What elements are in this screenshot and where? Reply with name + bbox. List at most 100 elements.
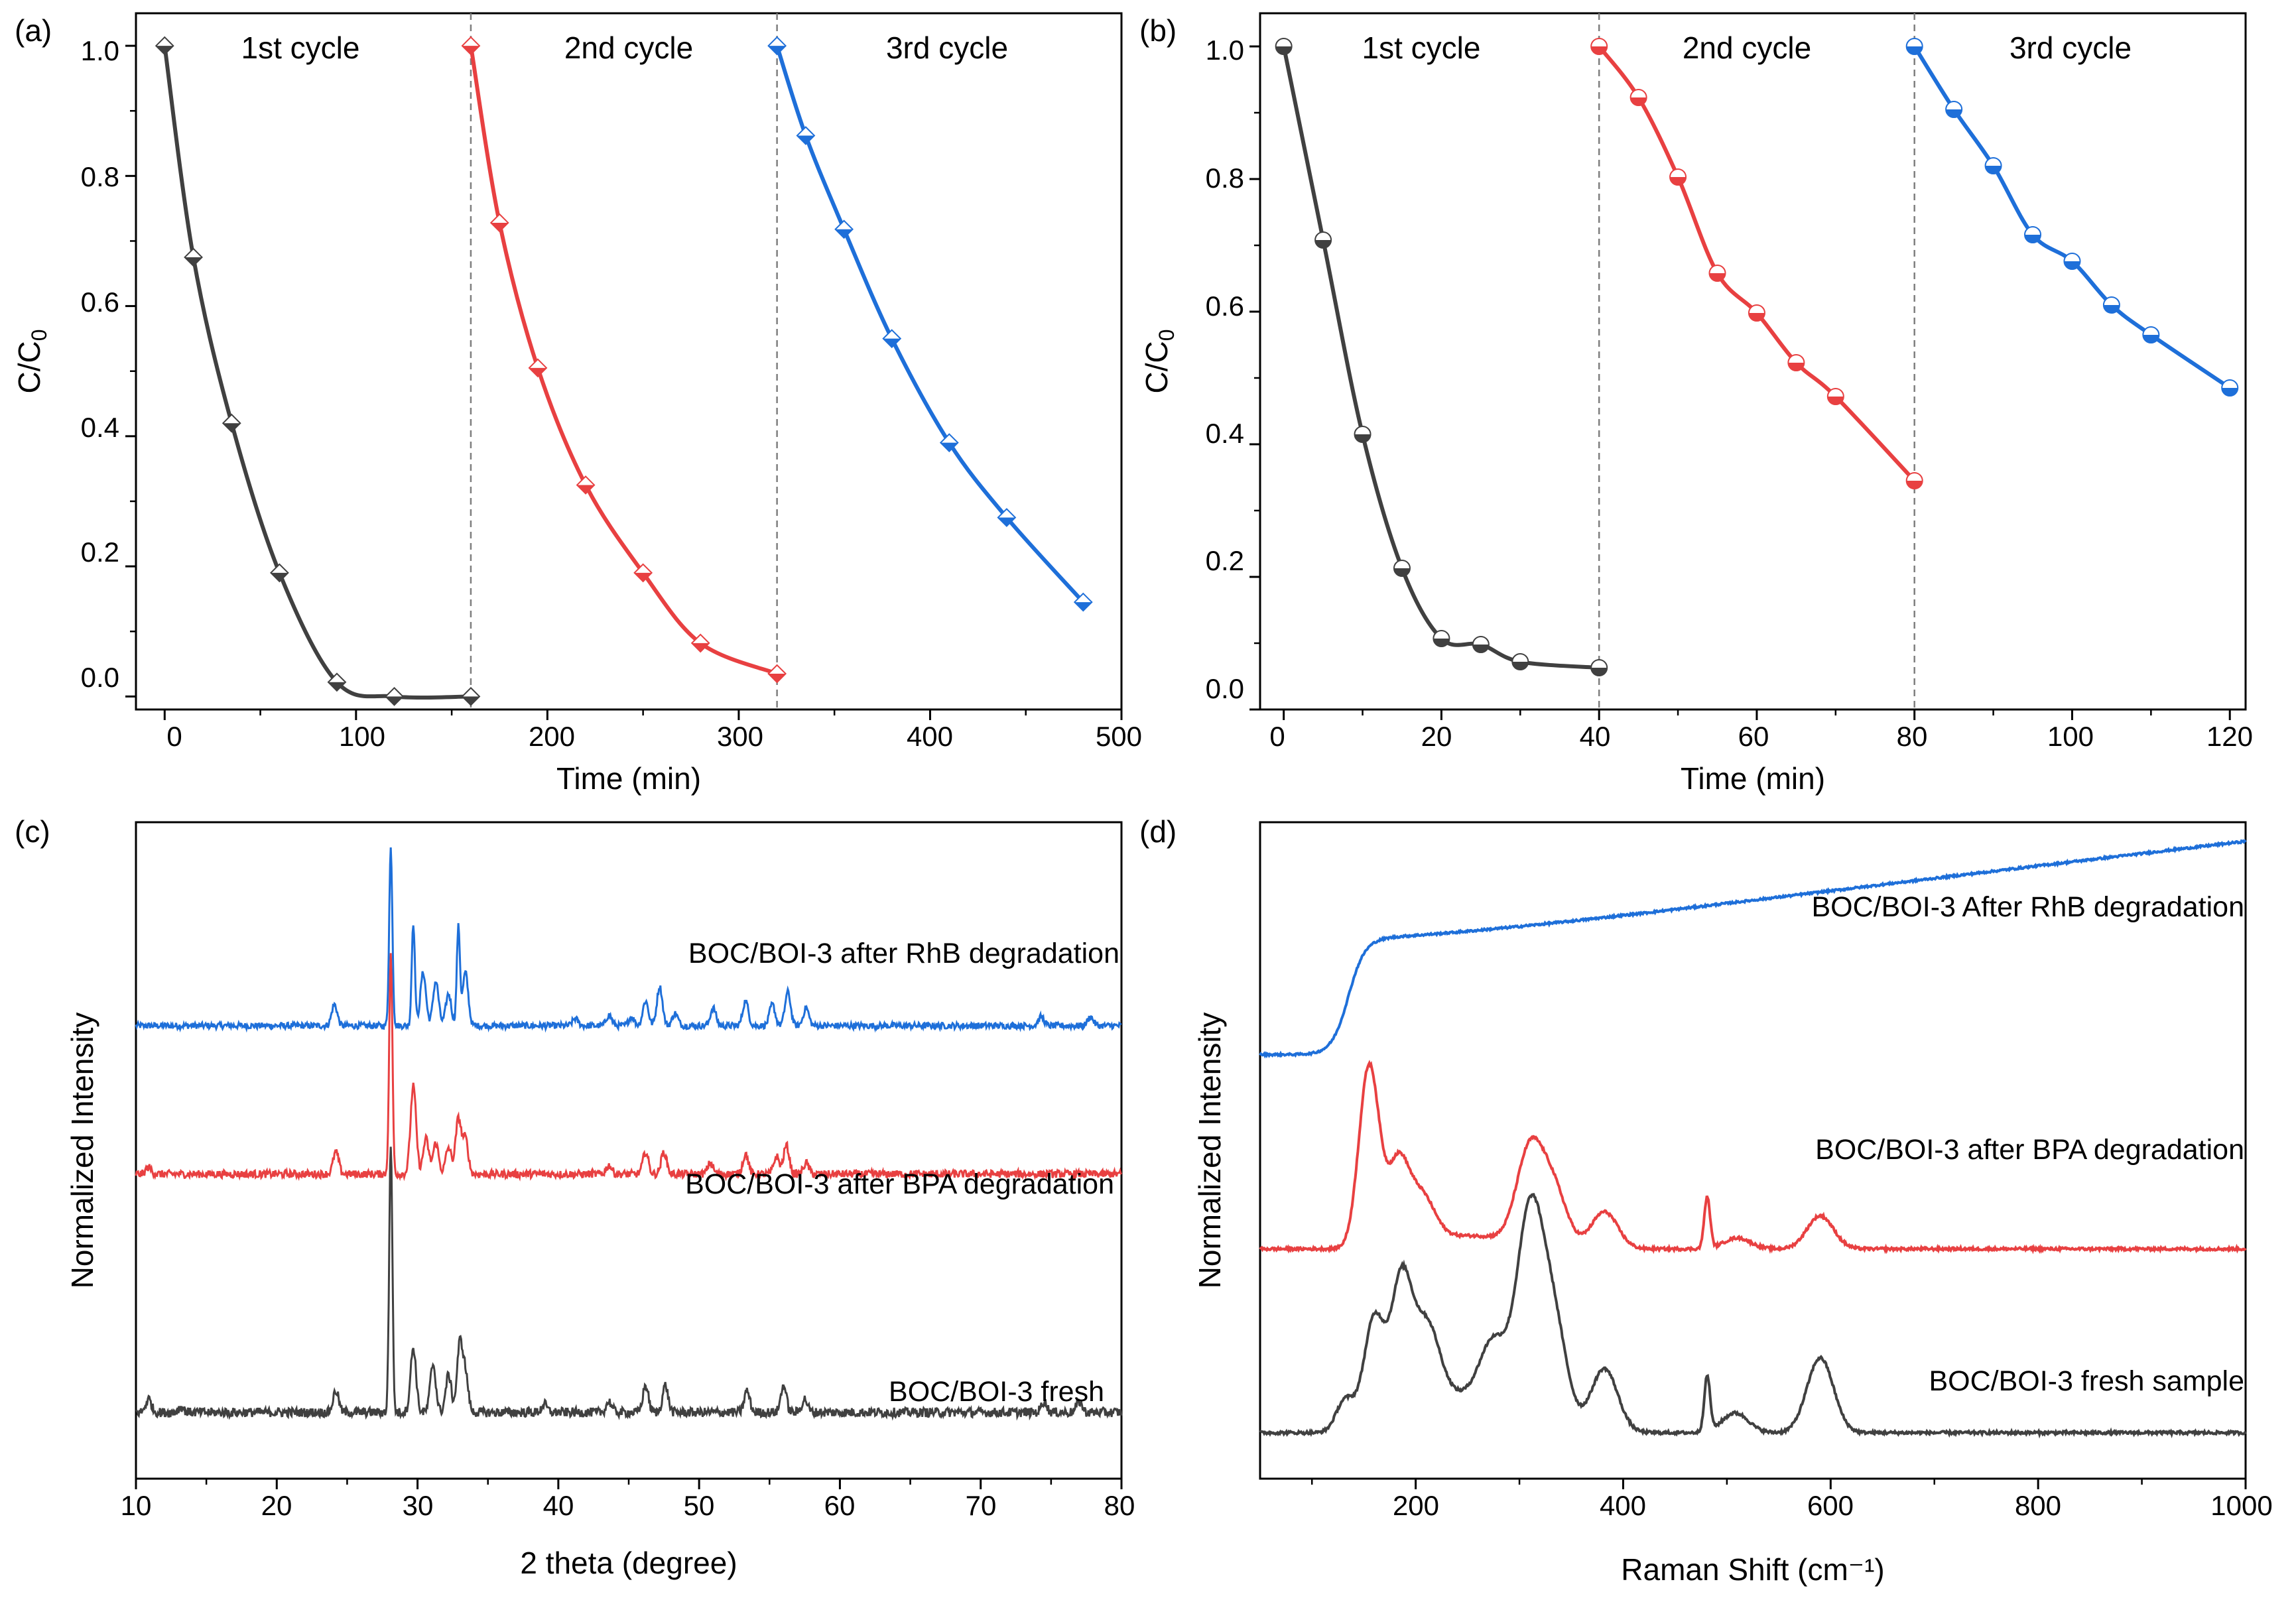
xtick-labels-b: 0 20 40 60 80 100 120	[1269, 721, 2253, 752]
xrd-pattern-line	[135, 953, 1123, 1182]
data-marker-circle-fill	[1315, 240, 1332, 248]
data-marker-circle-fill	[1946, 109, 1962, 117]
data-marker-circle-fill	[1748, 313, 1765, 322]
ytick-label-a: 0.0	[81, 662, 119, 693]
data-marker-diamond-fill	[797, 135, 814, 145]
xtick-label-d: 800	[2015, 1490, 2061, 1521]
y-axis-title-a: C/C0	[12, 329, 51, 393]
series-line-cycle-1	[162, 45, 472, 700]
data-marker-diamond-fill	[768, 674, 786, 683]
y-axis-title-b: C/C0	[1139, 329, 1179, 393]
data-marker-diamond-fill	[271, 572, 288, 582]
data-marker-diamond-fill	[462, 696, 479, 706]
data-marker-diamond-fill	[529, 367, 546, 377]
annotation-3rd-cycle-a: 3rd cycle	[886, 31, 1008, 65]
y-axis-title-sub-a: 0	[27, 329, 51, 341]
data-marker-diamond-fill	[577, 485, 595, 494]
xrd-pattern-line	[135, 1146, 1123, 1421]
plot-frame-a	[135, 12, 1123, 711]
data-marker-diamond-fill	[462, 46, 479, 55]
data-marker-circle-fill	[1670, 177, 1687, 185]
x-axis-title-b: Time (min)	[1681, 761, 1825, 796]
series-line-cycle-2	[469, 45, 778, 676]
data-marker-circle-fill	[1985, 166, 2002, 174]
data-marker-circle-fill	[1906, 481, 1923, 489]
xtick-label-a: 200	[529, 721, 575, 752]
series-label-rhb-c: BOC/BOI-3 after RhB degradation	[688, 938, 1119, 969]
xtick-label-b: 0	[1269, 721, 1285, 752]
panel-label-b: (b)	[1139, 13, 1177, 48]
xtick-labels-c: 10 20 30 40 50 60 70 80	[121, 1490, 1135, 1521]
xtick-label-d: 400	[1600, 1490, 1646, 1521]
ytick-label-b: 0.2	[1206, 545, 1244, 576]
data-marker-circle-fill	[1354, 434, 1371, 442]
y-axis-title-main-a: C/C	[12, 341, 46, 393]
divider-lines-a	[470, 13, 778, 709]
y-axis-title-d: Normalized Intensity	[1192, 1013, 1227, 1289]
xtick-label-b: 20	[1421, 721, 1452, 752]
xtick-label-a: 0	[166, 721, 182, 752]
xtick-label-b: 40	[1580, 721, 1611, 752]
x-axis-title-d: Raman Shift (cm⁻¹)	[1621, 1552, 1884, 1587]
annotation-3rd-cycle-b: 3rd cycle	[2009, 31, 2132, 65]
xtick-label-c: 20	[261, 1490, 292, 1521]
xtick-label-a: 500	[1096, 721, 1142, 752]
annotation-1st-cycle-b: 1st cycle	[1362, 31, 1481, 65]
data-marker-diamond-fill	[156, 46, 174, 55]
divider-lines-b	[1598, 13, 1915, 709]
raman-spectrum-line	[1259, 1193, 2247, 1439]
xrd-pattern-line	[135, 847, 1122, 1033]
data-marker-diamond-fill	[940, 442, 958, 452]
series-label-fresh-d: BOC/BOI-3 fresh sample	[1929, 1365, 2244, 1397]
data-marker-circle-fill	[1709, 273, 1726, 282]
xtick-label-d: 1000	[2210, 1490, 2272, 1521]
data-marker-circle-fill	[1512, 662, 1529, 670]
panel-label-c: (c)	[15, 814, 50, 849]
annotation-1st-cycle-a: 1st cycle	[241, 31, 360, 65]
series-line-cycle-1	[1281, 46, 1600, 670]
xtick-label-b: 100	[2047, 721, 2094, 752]
plot-frame-d	[1259, 821, 2247, 1480]
ytick-labels-a: 0.0 0.2 0.4 0.6 0.8 1.0	[81, 35, 119, 693]
xtick-label-a: 400	[907, 721, 953, 752]
raman-spectrum-line	[1259, 839, 2247, 1059]
data-marker-diamond-fill	[184, 257, 202, 266]
data-marker-diamond-fill	[385, 696, 403, 706]
xtick-labels-a: 0 100 200 300 400 500	[166, 721, 1142, 752]
xtick-label-a: 300	[717, 721, 763, 752]
ticks-a	[125, 44, 1123, 720]
y-axis-title-main-b: C/C	[1139, 341, 1174, 393]
xtick-label-c: 30	[403, 1490, 434, 1521]
ytick-label-b: 0.6	[1206, 290, 1244, 322]
data-marker-circle-fill	[2222, 388, 2238, 396]
series-label-bpa-d: BOC/BOI-3 after BPA degradation	[1815, 1134, 2244, 1166]
data-marker-circle-fill	[1433, 639, 1450, 647]
data-marker-diamond-fill	[768, 46, 786, 55]
ytick-label-a: 0.4	[81, 412, 119, 443]
xtick-label-c: 40	[543, 1490, 574, 1521]
data-marker-diamond-fill	[997, 517, 1015, 526]
ytick-label-b: 0.8	[1206, 162, 1244, 194]
panel-d: (d) BOC/BOI-3 After RhB degradation BOC/…	[1139, 814, 2273, 1587]
series-d	[1259, 839, 2247, 1439]
xtick-labels-d: 200 400 600 800 1000	[1393, 1490, 2273, 1521]
annotation-2nd-cycle-a: 2nd cycle	[564, 31, 693, 65]
data-marker-circle-fill	[1393, 568, 1410, 577]
data-marker-diamond-fill	[491, 222, 509, 231]
data-marker-diamond-fill	[223, 423, 241, 432]
series-line-cycle-3	[1913, 45, 2231, 390]
series-label-bpa-c: BOC/BOI-3 after BPA degradation	[685, 1168, 1114, 1200]
data-marker-circle-fill	[2103, 305, 2120, 314]
ticks-d	[1310, 1479, 2247, 1489]
data-marker-circle-fill	[1827, 397, 1844, 404]
x-axis-title-c: 2 theta (degree)	[520, 1546, 737, 1580]
data-marker-circle-fill	[1472, 645, 1489, 652]
xtick-label-d: 600	[1807, 1490, 1854, 1521]
xtick-label-c: 70	[966, 1490, 997, 1521]
ytick-label-b: 0.4	[1206, 418, 1244, 449]
ytick-label-b: 0.0	[1206, 673, 1244, 704]
ticks-c	[135, 1479, 1123, 1489]
panel-b: (b) 1st cycle 2nd cycle 3rd cycle 0 20 4…	[1139, 12, 2253, 796]
series-label-fresh-c: BOC/BOI-3 fresh	[889, 1376, 1104, 1408]
data-marker-diamond-fill	[692, 643, 710, 652]
